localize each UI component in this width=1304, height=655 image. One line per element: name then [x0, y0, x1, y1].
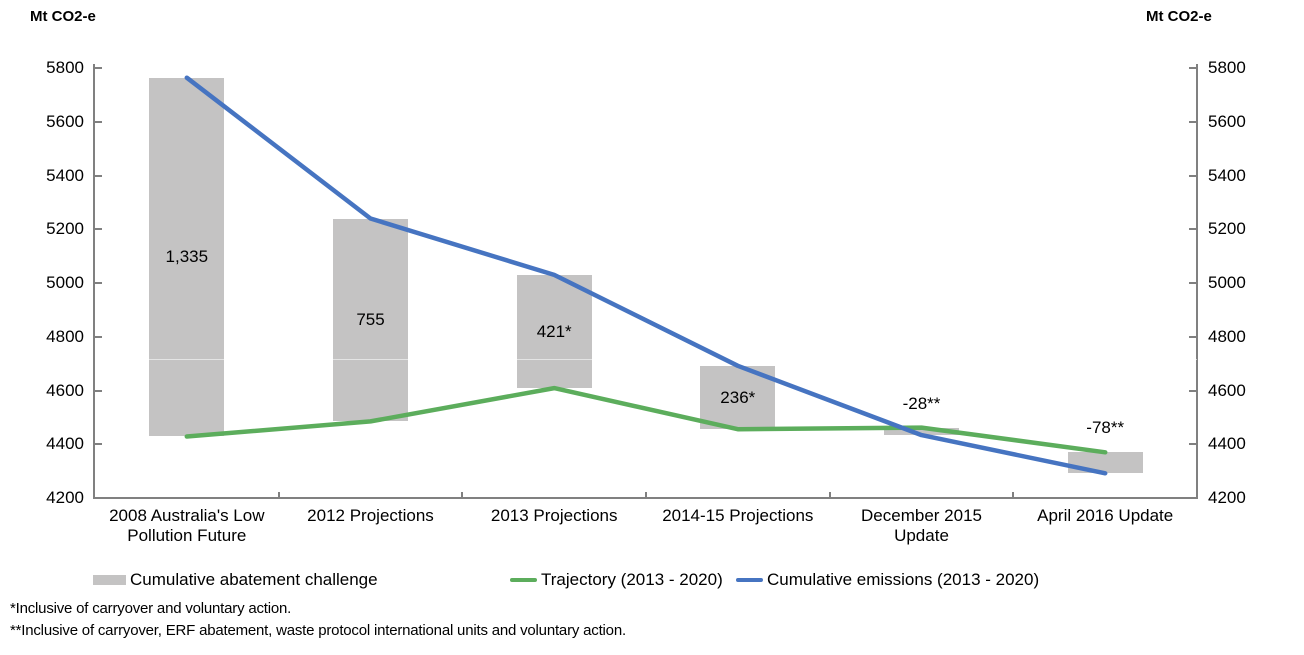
plot-area: 1,335 755 421* 236* -28** -78**	[95, 68, 1197, 498]
bar-value-label: 755	[356, 310, 385, 329]
bar-value-label: 421*	[536, 321, 572, 341]
y-axis-tick-right	[1189, 497, 1196, 499]
legend-swatch-abatement-bar	[93, 575, 126, 585]
y-axis-tick-label-right: 5000	[1208, 273, 1246, 292]
y-axis-tick-label-left: 4800	[46, 326, 84, 346]
x-axis-category-label: 2014-15 Projections	[662, 506, 814, 525]
x-axis-tick	[277, 492, 280, 497]
y-axis-tick-label-left: 5400	[46, 165, 84, 185]
y-axis-tick-label-right: 4600	[1208, 380, 1246, 400]
y-axis-tick-left	[95, 228, 102, 231]
legend-label-trajectory: Trajectory (2013 - 2020)	[541, 570, 723, 589]
y-axis-tick-label-left: 5000	[46, 273, 84, 292]
x-axis-tick	[461, 492, 464, 497]
y-axis-tick-right	[1189, 389, 1196, 392]
y-axis-line-left	[93, 64, 95, 499]
y-axis-tick-right	[1189, 335, 1196, 338]
legend-swatch-cumulative-emissions-line	[736, 577, 763, 583]
legend-entry-trajectory: Trajectory (2013 - 2020)	[510, 570, 723, 590]
chart-canvas	[184, 75, 1108, 476]
bar-highlight-seam	[95, 358, 1197, 360]
bar-value-label: -78**	[1086, 418, 1125, 438]
trajectory-line	[184, 385, 1108, 455]
y-axis-tick-left	[95, 497, 102, 499]
y-axis-tick-left	[95, 443, 102, 446]
x-axis-line	[93, 497, 1198, 499]
y-axis-tick-label-right: 4400	[1208, 434, 1246, 454]
y-axis-tick-right	[1189, 120, 1196, 123]
y-axis-tick-label-right: 4800	[1208, 326, 1246, 346]
y-axis-tick-right	[1189, 67, 1196, 69]
y-axis-tick-label-left: 5200	[46, 219, 84, 239]
legend-swatch-trajectory-line	[510, 577, 537, 583]
y-axis-tick-label-right: 5400	[1208, 165, 1246, 185]
x-axis-tick	[828, 492, 831, 497]
bar-value-label: -28**	[902, 393, 941, 413]
y-axis-tick-label-right: 5600	[1208, 111, 1246, 131]
y-axis-line-right	[1196, 64, 1198, 499]
x-axis-category-label: April 2016 Update	[1037, 506, 1174, 525]
y-axis-tick-label-right: 5800	[1208, 58, 1246, 77]
abatement-bar	[149, 77, 225, 437]
legend-entry-cumulative-emissions: Cumulative emissions (2013 - 2020)	[736, 570, 1039, 590]
y-axis-tick-label-left: 4200	[46, 488, 84, 507]
y-axis-tick-left	[95, 120, 102, 123]
y-axis-tick-label-left: 5600	[46, 111, 84, 131]
y-axis-tick-right	[1189, 228, 1196, 231]
bar-value-label: 236*	[720, 387, 756, 407]
x-axis-category-label: 2013 Projections	[490, 506, 618, 525]
y-axis-tick-label-right: 4200	[1208, 488, 1246, 507]
y-axis-tick-left	[95, 335, 102, 338]
y-axis-tick-left	[95, 174, 102, 177]
bar-value-label: 1,335	[165, 247, 209, 267]
y-axis-tick-label-left: 4400	[46, 434, 84, 454]
y-axis-title-left: Mt CO2-e	[30, 8, 96, 25]
footnote-single-asterisk: *Inclusive of carryover and voluntary ac…	[10, 600, 292, 617]
x-axis-category-label: December 2015 Update	[861, 506, 982, 545]
y-axis-tick-label-left: 5800	[46, 58, 84, 77]
y-axis-tick-left	[95, 389, 102, 392]
y-axis-tick-label-right: 5200	[1208, 219, 1246, 239]
y-axis-tick-right	[1189, 443, 1196, 446]
abatement-bar	[884, 427, 959, 436]
y-axis-tick-right	[1189, 174, 1196, 177]
x-axis-category-label: 2008 Australia's Low Pollution Future	[109, 506, 265, 545]
x-axis-category-label: 2012 Projections	[307, 506, 434, 525]
abatement-bar	[516, 274, 592, 388]
legend-label-abatement: Cumulative abatement challenge	[130, 570, 378, 589]
legend-entry-abatement: Cumulative abatement challenge	[93, 570, 378, 590]
x-axis-tick	[1012, 492, 1015, 497]
legend-label-cumulative-emissions: Cumulative emissions (2013 - 2020)	[767, 570, 1040, 589]
y-axis-tick-left	[95, 67, 102, 69]
cumulative-emissions-line	[184, 75, 1108, 476]
y-axis-tick-left	[95, 282, 102, 284]
y-axis-title-right: Mt CO2-e	[1146, 8, 1212, 25]
footnote-double-asterisk: **Inclusive of carryover, ERF abatement,…	[10, 622, 626, 639]
y-axis-tick-right	[1189, 282, 1196, 284]
abatement-bar	[333, 218, 408, 422]
y-axis-tick-label-left: 4600	[46, 380, 84, 400]
x-axis-tick	[645, 492, 647, 497]
